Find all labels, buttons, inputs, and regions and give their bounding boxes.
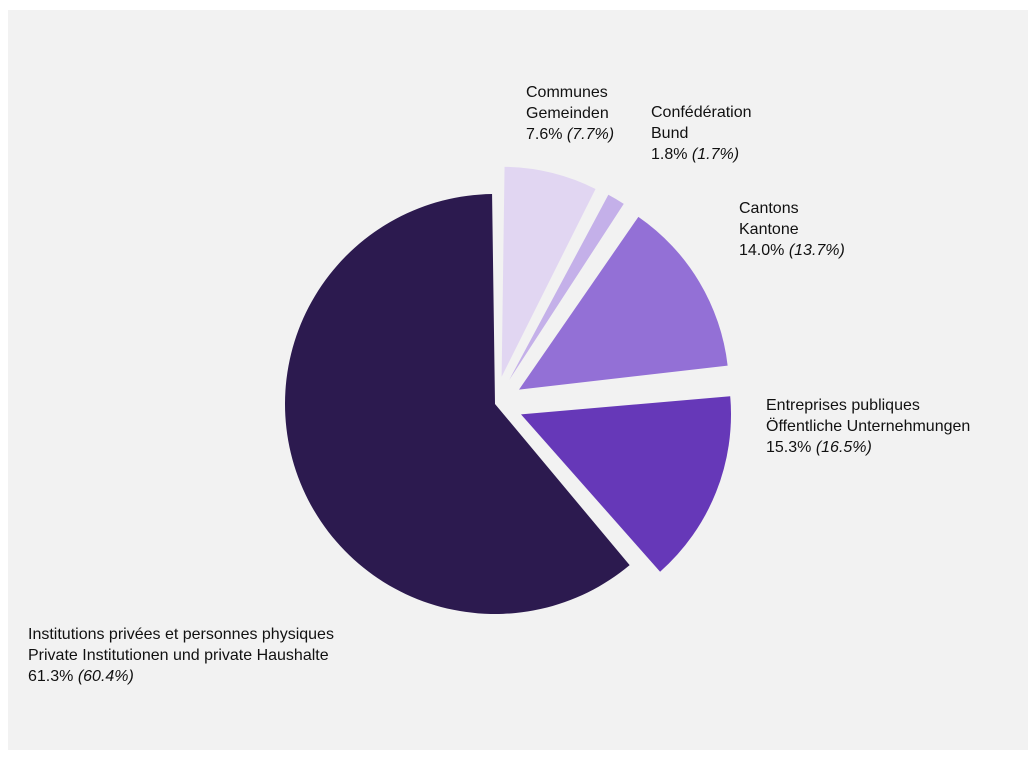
pie-chart xyxy=(285,166,732,614)
slice-label-cantons: Cantons Kantone 14.0% (13.7%) xyxy=(739,198,845,261)
label-previous-value: (13.7%) xyxy=(788,242,845,259)
chart-area: Communes Gemeinden 7.6% (7.7%) Confédéra… xyxy=(8,10,1028,750)
pie-slice-confederation xyxy=(509,194,624,380)
pie-slice-cantons xyxy=(519,216,728,390)
label-previous-value: (1.7%) xyxy=(691,146,740,163)
label-value: 15.3% xyxy=(766,439,812,456)
label-name-fr: Confédération xyxy=(651,104,752,121)
slice-label-entreprises: Entreprises publiques Öffentliche Untern… xyxy=(766,395,970,458)
label-previous-value: (60.4%) xyxy=(77,668,134,685)
label-value: 61.3% xyxy=(28,668,74,685)
label-previous-value: (7.7%) xyxy=(566,126,615,143)
label-value: 14.0% xyxy=(739,242,785,259)
pie-slice-institutions xyxy=(285,194,630,614)
label-name-de: Private Institutionen und private Hausha… xyxy=(28,647,329,664)
slice-label-communes: Communes Gemeinden 7.6% (7.7%) xyxy=(526,82,614,145)
label-name-de: Kantone xyxy=(739,221,799,238)
label-name-fr: Communes xyxy=(526,84,608,101)
label-value: 7.6% xyxy=(526,126,563,143)
label-name-de: Gemeinden xyxy=(526,105,609,122)
pie-slice-entreprises xyxy=(521,396,732,572)
label-name-de: Bund xyxy=(651,125,689,142)
slice-label-confederation: Confédération Bund 1.8% (1.7%) xyxy=(651,102,752,165)
label-previous-value: (16.5%) xyxy=(815,439,872,456)
pie-slice-communes xyxy=(501,166,596,377)
label-name-de: Öffentliche Unternehmungen xyxy=(766,418,971,435)
label-name-fr: Institutions privées et personnes physiq… xyxy=(28,626,334,643)
slice-label-institutions: Institutions privées et personnes physiq… xyxy=(28,624,334,687)
label-name-fr: Entreprises publiques xyxy=(766,397,920,414)
label-name-fr: Cantons xyxy=(739,200,799,217)
label-value: 1.8% xyxy=(651,146,688,163)
